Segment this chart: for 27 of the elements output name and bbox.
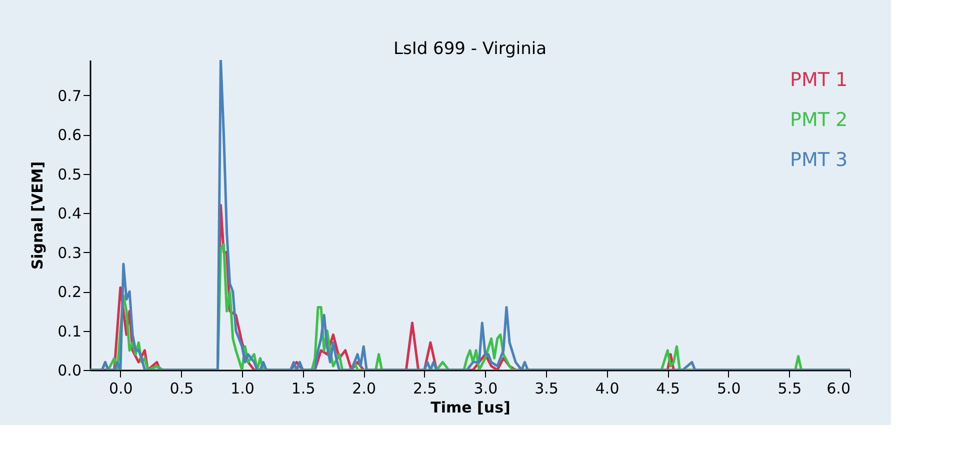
x-tick-label: 0.5 [170, 380, 194, 398]
text: PMT 2 [790, 109, 848, 131]
y-tick-label: 0.6 [58, 126, 82, 144]
y-axis-title: Signal [VEM] [28, 161, 47, 270]
y-tick-label: 0.4 [58, 204, 82, 223]
x-tick-label: 5.0 [716, 380, 741, 398]
y-tick-label: 0.2 [58, 283, 82, 302]
x-tick-label: 5.5 [778, 380, 802, 398]
x-tick-label: 1.5 [291, 380, 316, 398]
y-tick-label: 0.0 [58, 362, 82, 380]
y-tick-label: 0.3 [58, 244, 82, 262]
chart-title: LsId 699 - Virginia [393, 39, 547, 59]
y-tick-label: 0.7 [58, 86, 82, 105]
x-axis-title: Time [us] [430, 398, 510, 416]
y-tick-label: 0.5 [58, 165, 82, 184]
y-tick-label: 0.1 [58, 322, 82, 340]
x-tick-label: 0.0 [108, 380, 133, 398]
x-tick-label: 4.0 [595, 380, 620, 398]
x-tick-label: 3.5 [534, 380, 558, 398]
x-tick-label: 6.0 [826, 380, 850, 398]
text: PMT 3 [790, 149, 848, 171]
text: PMT 1 [790, 69, 848, 91]
x-tick-label: 1.0 [230, 380, 254, 398]
x-tick-label: 3.0 [474, 380, 498, 398]
x-tick-label: 4.5 [656, 380, 680, 398]
x-tick-label: 2.0 [352, 380, 376, 398]
x-tick-label: 2.5 [412, 380, 437, 398]
